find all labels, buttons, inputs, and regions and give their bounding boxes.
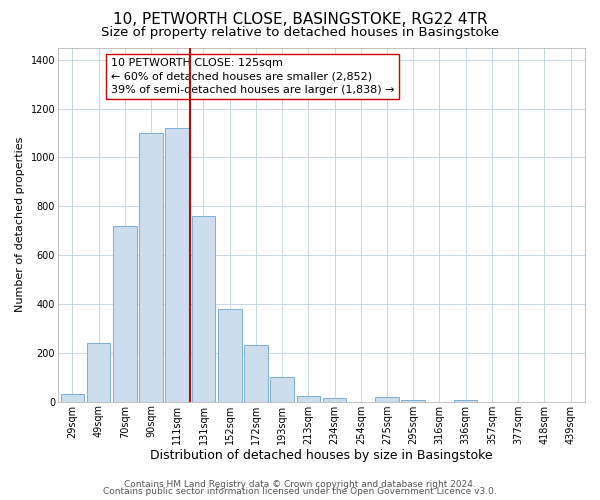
Bar [166, 128, 189, 402]
Text: Size of property relative to detached houses in Basingstoke: Size of property relative to detached ho… [101, 26, 499, 39]
Text: Contains HM Land Registry data © Crown copyright and database right 2024.: Contains HM Land Registry data © Crown c… [124, 480, 476, 489]
Bar [296, 396, 320, 402]
Bar [218, 309, 242, 402]
Text: 10, PETWORTH CLOSE, BASINGSTOKE, RG22 4TR: 10, PETWORTH CLOSE, BASINGSTOKE, RG22 4T… [113, 12, 487, 28]
Bar [323, 398, 346, 402]
Bar [401, 400, 425, 402]
Bar [87, 343, 110, 402]
Bar [61, 394, 84, 402]
X-axis label: Distribution of detached houses by size in Basingstoke: Distribution of detached houses by size … [150, 450, 493, 462]
Bar [375, 397, 399, 402]
Text: Contains public sector information licensed under the Open Government Licence v3: Contains public sector information licen… [103, 487, 497, 496]
Bar [191, 216, 215, 402]
Text: 10 PETWORTH CLOSE: 125sqm
← 60% of detached houses are smaller (2,852)
39% of se: 10 PETWORTH CLOSE: 125sqm ← 60% of detac… [110, 58, 394, 94]
Bar [271, 377, 294, 402]
Bar [454, 400, 478, 402]
Bar [139, 133, 163, 402]
Bar [113, 226, 137, 402]
Bar [244, 346, 268, 402]
Y-axis label: Number of detached properties: Number of detached properties [15, 137, 25, 312]
